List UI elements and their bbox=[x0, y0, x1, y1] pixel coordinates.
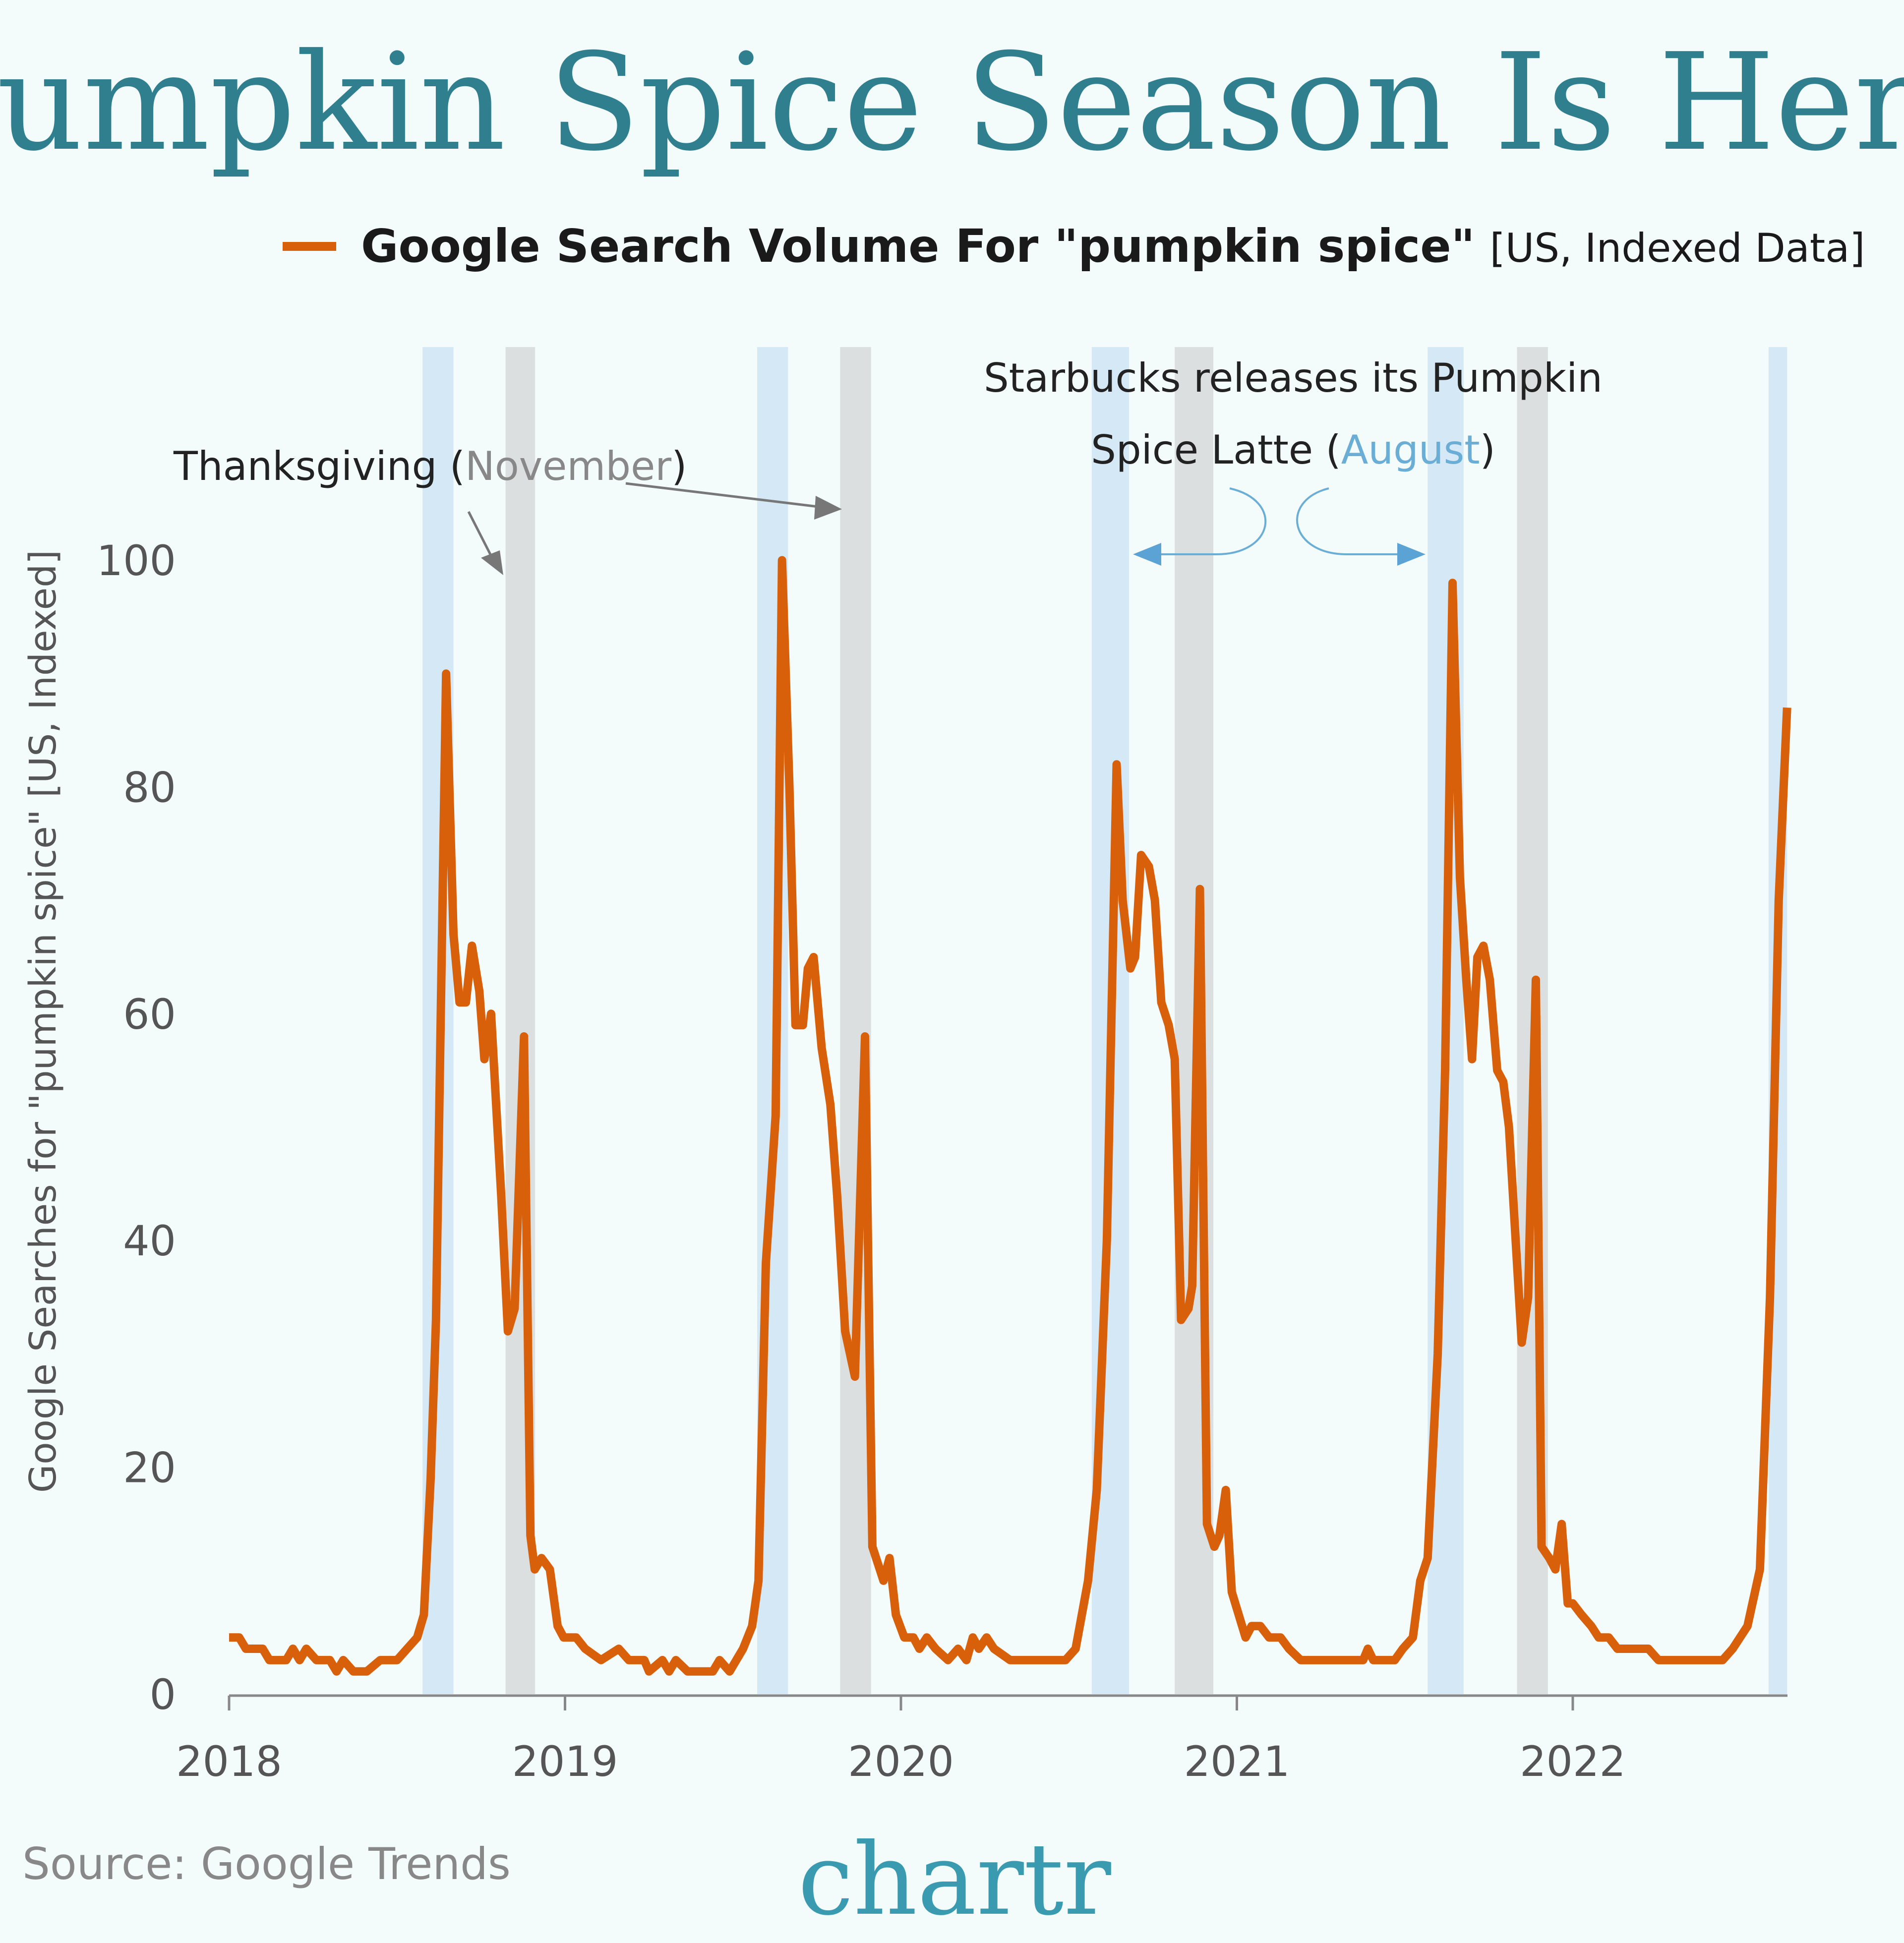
curved-arrow-right bbox=[1296, 487, 1398, 556]
y-tick-label: 80 bbox=[123, 763, 176, 812]
legend-label: Google Search Volume For "pumpkin spice"… bbox=[361, 220, 1865, 273]
y-tick-label: 20 bbox=[123, 1444, 176, 1492]
x-tick-label: 2020 bbox=[848, 1737, 954, 1786]
x-tick-label: 2018 bbox=[176, 1737, 282, 1786]
legend: Google Search Volume For "pumpkin spice"… bbox=[283, 220, 1865, 273]
chart-title: Pumpkin Spice Season Is Here bbox=[0, 24, 1904, 180]
x-axis: 2018 2019 2020 2021 2022 bbox=[176, 1694, 1787, 1786]
curved-arrow-left bbox=[1160, 487, 1267, 556]
arrow-line bbox=[467, 511, 495, 561]
arrow-left-icon bbox=[1133, 543, 1161, 566]
starbucks-text-line1: Starbucks releases its Pumpkin bbox=[984, 355, 1603, 401]
y-tick-label: 0 bbox=[150, 1670, 176, 1719]
arrow-line bbox=[625, 482, 819, 508]
arrow-right-icon bbox=[1397, 543, 1426, 566]
arrow-head-icon bbox=[481, 550, 503, 575]
y-axis: 0 20 40 60 80 100 bbox=[97, 536, 176, 1719]
starbucks-annotation: Starbucks releases its Pumpkin Spice Lat… bbox=[984, 355, 1603, 566]
november-band bbox=[840, 347, 871, 1694]
arrow-head-icon bbox=[814, 496, 842, 520]
x-tick-label: 2019 bbox=[512, 1737, 618, 1786]
source-note: Source: Google Trends bbox=[22, 1838, 511, 1889]
y-axis-label: Google Searches for "pumpkin spice" [US,… bbox=[22, 550, 64, 1493]
y-tick-label: 40 bbox=[123, 1217, 176, 1265]
chartr-logo: chartr bbox=[798, 1822, 1111, 1938]
x-tick-label: 2022 bbox=[1520, 1737, 1626, 1786]
y-tick-label: 100 bbox=[97, 536, 176, 585]
y-tick-label: 60 bbox=[123, 990, 176, 1039]
starbucks-text-line2: Spice Latte (August) bbox=[1091, 427, 1495, 473]
series-line bbox=[229, 556, 1791, 1676]
x-tick-label: 2021 bbox=[1184, 1737, 1290, 1786]
thanksgiving-annotation: Thanksgiving (November) bbox=[173, 443, 842, 575]
thanksgiving-text: Thanksgiving (November) bbox=[173, 443, 687, 489]
